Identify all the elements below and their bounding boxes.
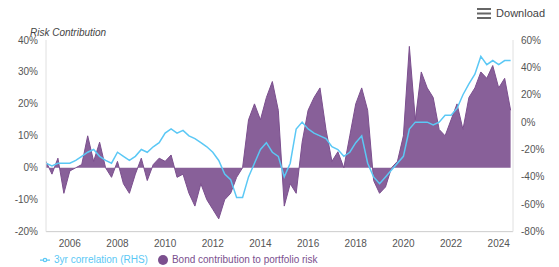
svg-text:30%: 30% bbox=[18, 66, 38, 77]
svg-text:2006: 2006 bbox=[59, 238, 82, 249]
svg-text:2018: 2018 bbox=[345, 238, 368, 249]
svg-text:2022: 2022 bbox=[440, 238, 463, 249]
svg-text:2024: 2024 bbox=[488, 238, 511, 249]
svg-text:20%: 20% bbox=[18, 98, 38, 109]
svg-text:2020: 2020 bbox=[392, 238, 415, 249]
svg-text:40%: 40% bbox=[521, 62, 541, 73]
svg-text:-40%: -40% bbox=[521, 171, 544, 182]
svg-text:-60%: -60% bbox=[521, 199, 544, 210]
svg-text:2016: 2016 bbox=[297, 238, 320, 249]
svg-text:0%: 0% bbox=[521, 117, 536, 128]
html-text:Bond contribution to portfolio: Bond contribution to portfolio risk bbox=[171, 253, 318, 265]
svg-text:0%: 0% bbox=[24, 162, 39, 173]
svg-text:-80%: -80% bbox=[521, 226, 544, 237]
html-text:Download: Download bbox=[496, 7, 545, 19]
svg-text:40%: 40% bbox=[18, 35, 38, 46]
svg-text:2010: 2010 bbox=[154, 238, 177, 249]
svg-text:2012: 2012 bbox=[202, 238, 225, 249]
svg-text:-10%: -10% bbox=[15, 194, 38, 205]
svg-text:-20%: -20% bbox=[15, 226, 38, 237]
svg-text:2008: 2008 bbox=[106, 238, 129, 249]
svg-text:2014: 2014 bbox=[249, 238, 272, 249]
svg-text:10%: 10% bbox=[18, 130, 38, 141]
html-text:Risk Contribution: Risk Contribution bbox=[30, 27, 107, 38]
svg-text:-20%: -20% bbox=[521, 144, 544, 155]
svg-text:20%: 20% bbox=[521, 89, 541, 100]
html-text:3yr correlation (RHS): 3yr correlation (RHS) bbox=[54, 253, 148, 265]
svg-text:60%: 60% bbox=[521, 35, 541, 46]
